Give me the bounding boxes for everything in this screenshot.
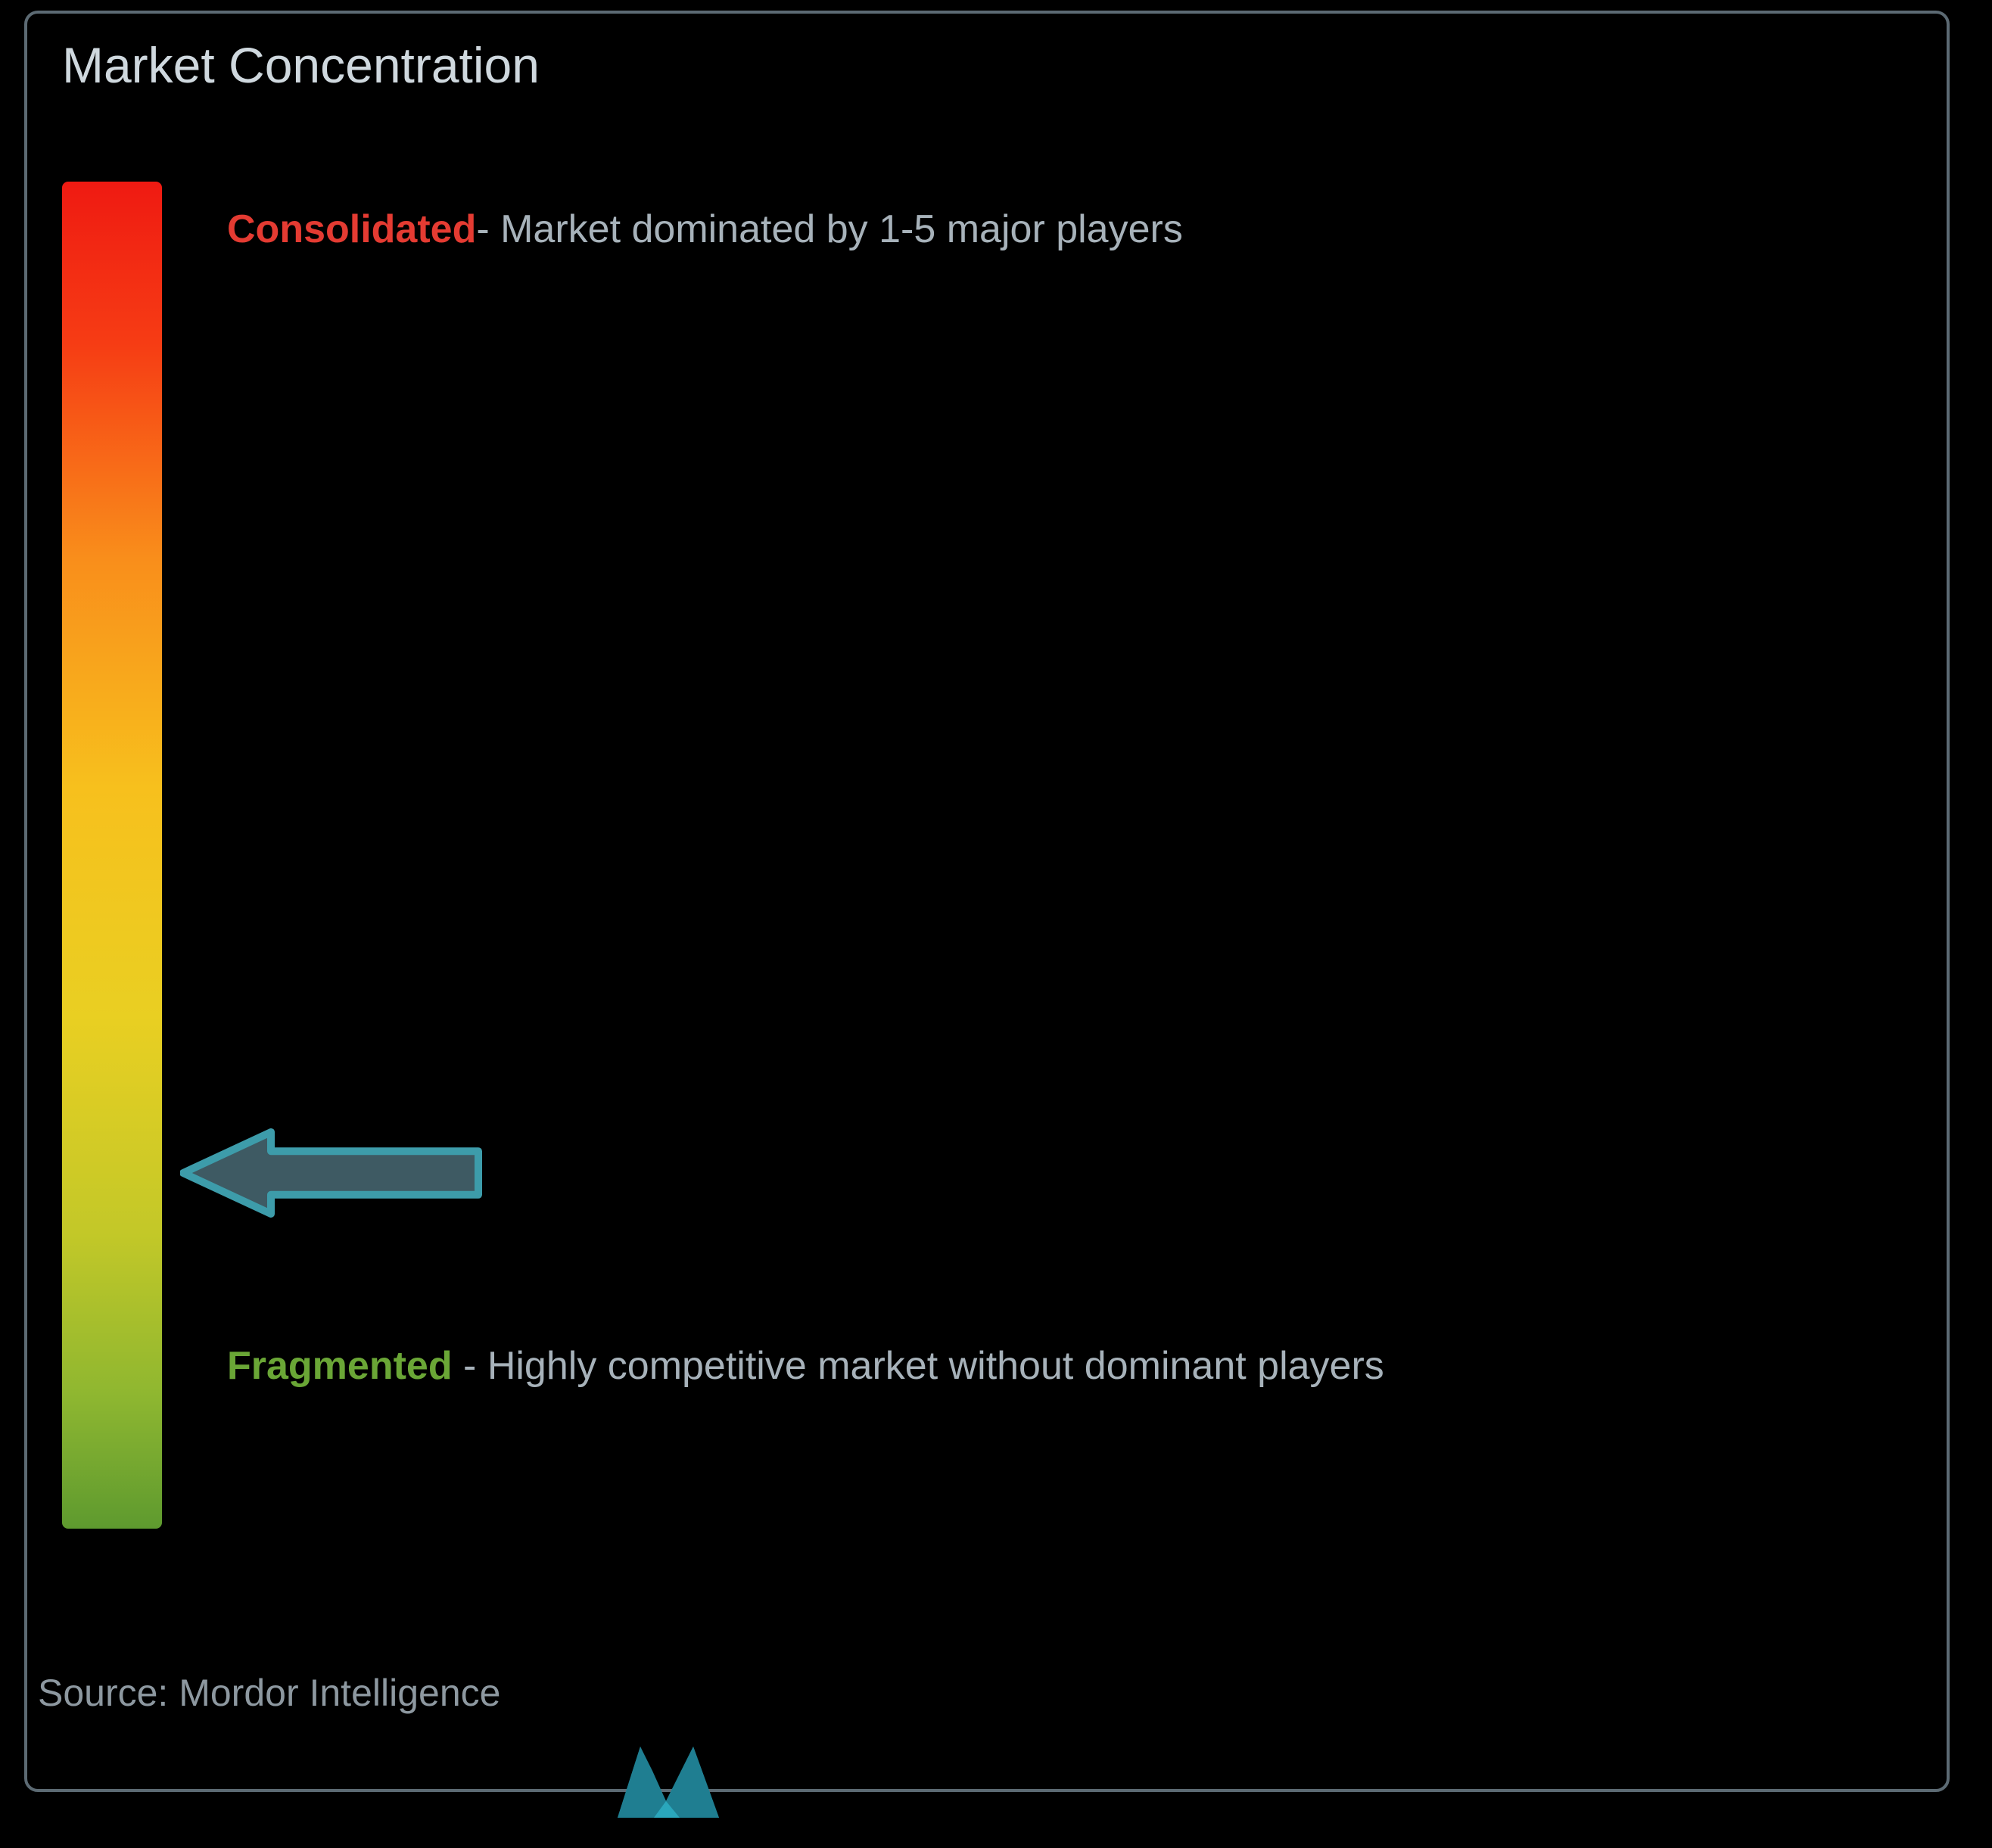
- source-prefix: Source:: [38, 1672, 179, 1714]
- fragmented-separator: -: [453, 1344, 487, 1388]
- consolidated-description: Market dominated by 1-5 major players: [500, 207, 1183, 251]
- consolidated-separator: -: [476, 207, 500, 251]
- concentration-gradient-bar: [62, 182, 162, 1529]
- position-arrow-icon: [180, 1128, 483, 1218]
- mordor-logo-icon: [612, 1733, 725, 1824]
- chart-title: Market Concentration: [62, 36, 540, 94]
- source-attribution: Source: Mordor Intelligence: [38, 1671, 500, 1715]
- consolidated-label-row: Consolidated- Market dominated by 1-5 ma…: [227, 195, 1183, 263]
- canvas: Market Concentration Consolidated- Marke…: [0, 0, 1992, 1848]
- source-name: Mordor Intelligence: [179, 1672, 500, 1714]
- consolidated-key: Consolidated: [227, 207, 476, 251]
- fragmented-description: Highly competitive market without domina…: [487, 1344, 1384, 1388]
- fragmented-label-row: Fragmented - Highly competitive market w…: [227, 1332, 1384, 1400]
- panel-border: [24, 11, 1950, 1792]
- fragmented-key: Fragmented: [227, 1344, 453, 1388]
